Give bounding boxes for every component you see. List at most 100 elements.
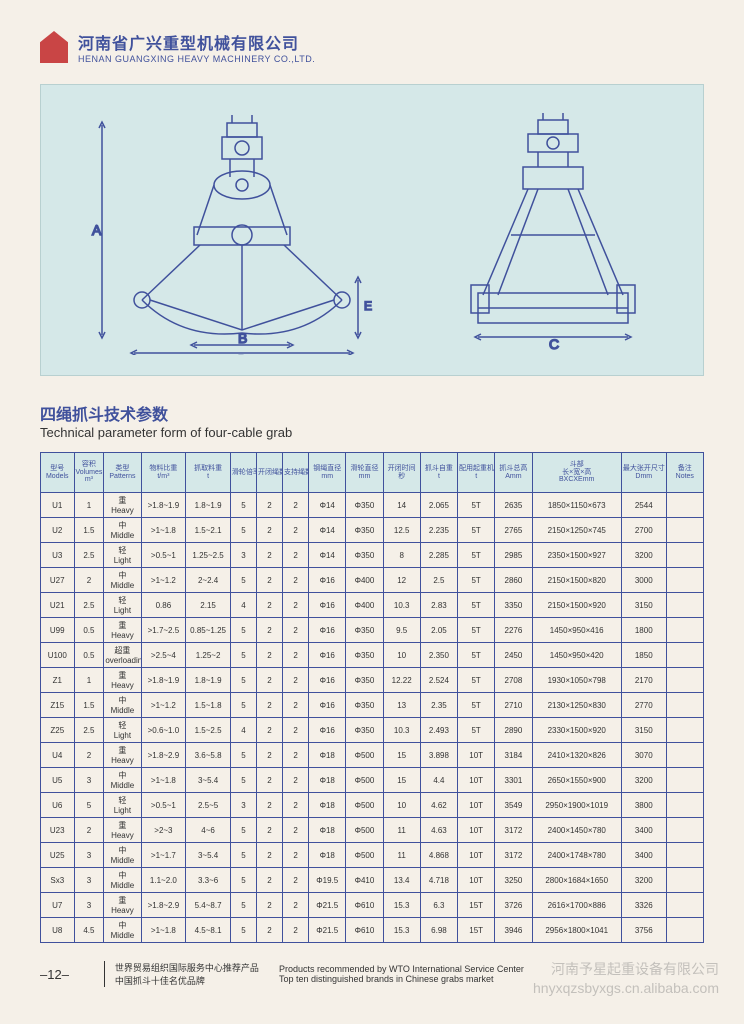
table-cell: 2 [283,593,309,618]
table-row: Sx33中Middle1.1~2.03.3~6522Φ19.5Φ41013.44… [41,868,704,893]
table-cell: Φ16 [309,693,346,718]
table-cell: 5T [458,693,495,718]
column-header: 抓斗自重t [420,453,457,493]
table-cell: 中Middle [104,768,141,793]
column-header: 类型Patterns [104,453,141,493]
table-cell: Φ14 [309,493,346,518]
table-cell: 2.350 [420,643,457,668]
table-cell: 3 [74,843,104,868]
table-cell: 2 [283,743,309,768]
table-cell: 1.8~1.9 [186,668,231,693]
table-cell: 2.83 [420,593,457,618]
table-cell: Φ16 [309,593,346,618]
table-cell: U99 [41,618,75,643]
table-cell [666,543,703,568]
table-cell: 15.3 [383,918,420,943]
table-cell: 2170 [621,668,666,693]
table-cell: 2708 [495,668,532,693]
table-cell: 3200 [621,768,666,793]
table-cell: 4.868 [420,843,457,868]
table-cell: 5 [230,893,256,918]
table-cell: 1.5 [74,693,104,718]
column-header: 容积Volumesm³ [74,453,104,493]
table-cell: 2 [256,518,282,543]
table-cell: 2 [256,768,282,793]
table-cell: 13 [383,693,420,718]
section-title-cn: 四绳抓斗技术参数 [40,401,704,425]
table-row: U32.5轻Light>0.5~11.25~2.5322Φ14Φ35082.28… [41,543,704,568]
table-row: U1000.5超重overloading>2.5~41.25~2522Φ16Φ3… [41,643,704,668]
table-cell: 5 [230,843,256,868]
table-cell: 2 [256,843,282,868]
table-cell: 重Heavy [104,493,141,518]
table-cell: 4.62 [420,793,457,818]
table-cell: >0.5~1 [141,793,186,818]
table-cell: 轻Light [104,543,141,568]
table-cell: 2 [283,793,309,818]
table-cell [666,593,703,618]
table-row: U65轻Light>0.5~12.5~5322Φ18Φ500104.6210T3… [41,793,704,818]
column-header: 开闭时间秒 [383,453,420,493]
table-cell: 3301 [495,768,532,793]
table-cell: 2860 [495,568,532,593]
table-cell: 3.898 [420,743,457,768]
table-cell: 5 [230,643,256,668]
table-header-row: 型号Models容积Volumesm³类型Patterns物料比重t/m³抓取料… [41,453,704,493]
table-cell: 1 [74,493,104,518]
table-cell: 5T [458,493,495,518]
table-cell: Φ500 [346,743,383,768]
table-cell: 2.35 [420,693,457,718]
table-cell: 5 [230,493,256,518]
table-cell: Φ21.5 [309,893,346,918]
table-cell: 3 [74,893,104,918]
table-cell: 3 [230,793,256,818]
company-name-cn: 河南省广兴重型机械有限公司 [78,30,315,54]
table-cell: 3 [74,768,104,793]
table-cell: 5T [458,718,495,743]
table-cell: 2 [256,693,282,718]
table-cell: 4.718 [420,868,457,893]
table-cell: 2 [256,743,282,768]
table-cell: 中Middle [104,693,141,718]
table-cell: 2956×1800×1041 [532,918,621,943]
table-cell: 3326 [621,893,666,918]
table-cell: 1.8~1.9 [186,493,231,518]
table-cell: U6 [41,793,75,818]
table-cell: 0.86 [141,593,186,618]
table-cell: 3070 [621,743,666,768]
table-cell: 1850 [621,643,666,668]
page-number: –12– [40,967,69,982]
table-cell: 超重overloading [104,643,141,668]
table-cell: 2 [256,593,282,618]
table-cell: 2.5 [74,593,104,618]
table-cell: 1.5 [74,518,104,543]
table-cell: 2.235 [420,518,457,543]
table-cell: 3726 [495,893,532,918]
table-cell: 10.3 [383,718,420,743]
table-cell: 9.5 [383,618,420,643]
table-cell: 2 [256,543,282,568]
table-cell: 6.3 [420,893,457,918]
table-cell: 10T [458,868,495,893]
table-cell: Φ400 [346,568,383,593]
table-cell: 2.05 [420,618,457,643]
table-cell: 重Heavy [104,618,141,643]
column-header: 滑轮直径mm [346,453,383,493]
table-cell: Φ400 [346,593,383,618]
table-cell: 2.5 [74,718,104,743]
table-cell: 1.5~1.8 [186,693,231,718]
table-cell: 3250 [495,868,532,893]
table-cell: 15.3 [383,893,420,918]
section-title-en: Technical parameter form of four-cable g… [40,425,704,440]
table-cell: >1~1.7 [141,843,186,868]
table-cell: 10T [458,843,495,868]
table-cell: >1.8~1.9 [141,493,186,518]
technical-diagrams: A E B D [40,84,704,376]
column-header: 开闭绳数 [256,453,282,493]
svg-text:B: B [238,330,247,346]
table-cell [666,643,703,668]
watermark: 河南予星起重设备有限公司 hnyxqzsbyxgs.cn.alibaba.com [533,960,719,999]
table-cell: Φ16 [309,568,346,593]
table-cell: Φ410 [346,868,383,893]
table-cell [666,818,703,843]
